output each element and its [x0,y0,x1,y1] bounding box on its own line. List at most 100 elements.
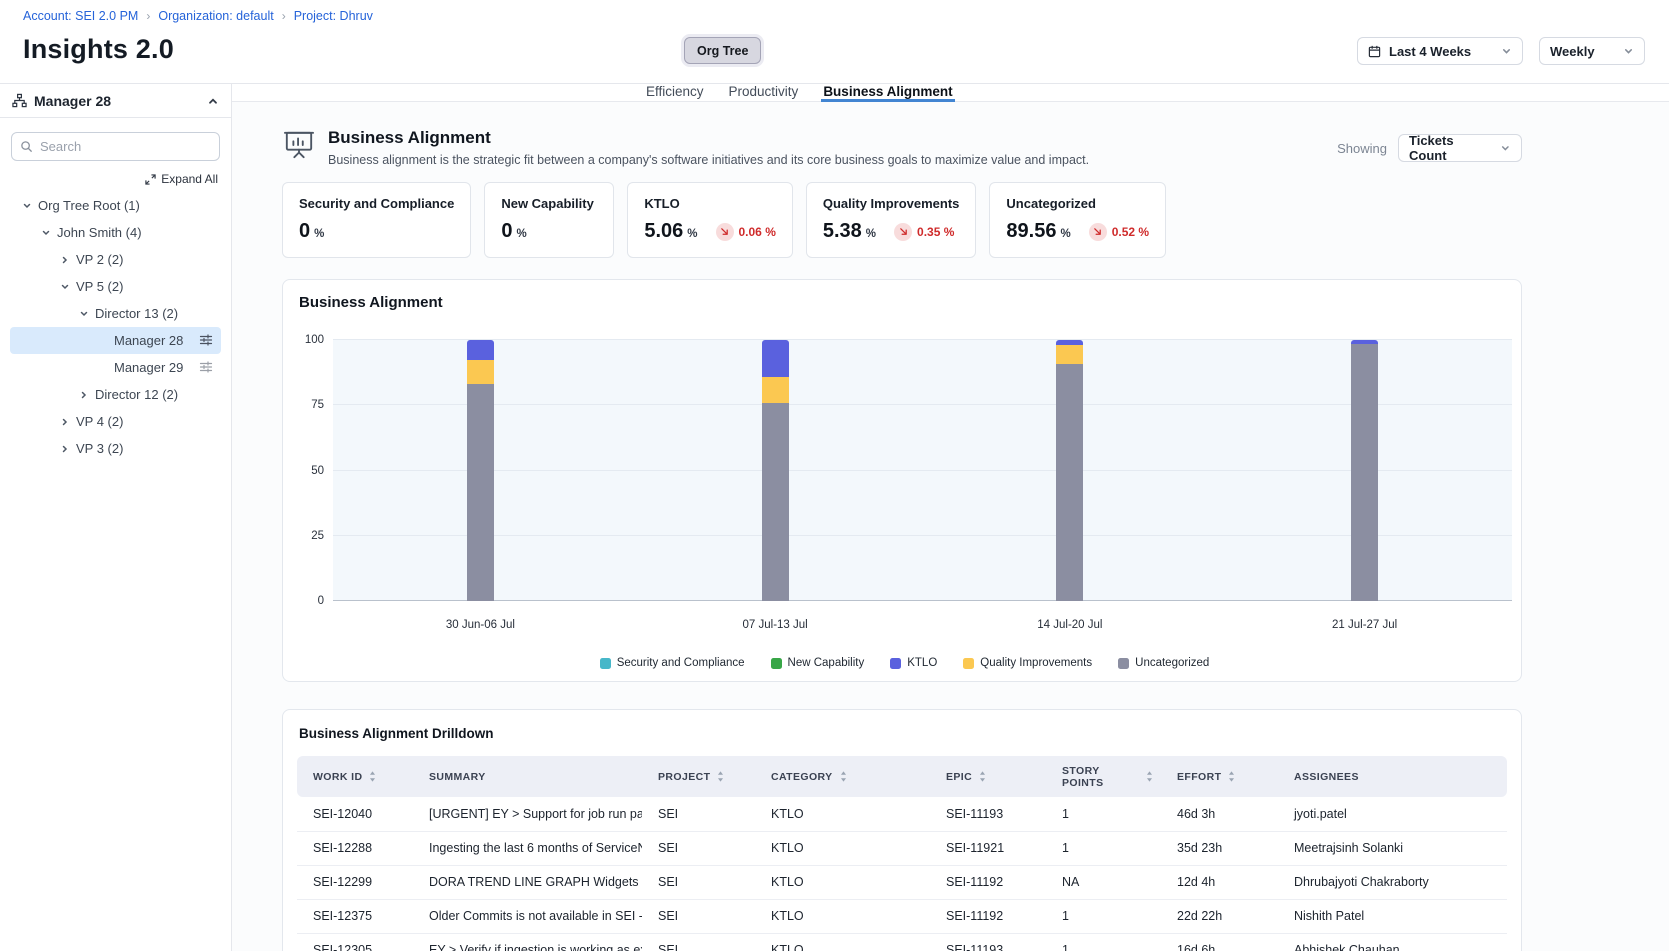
y-axis-tick-label: 75 [311,399,324,412]
date-range-select[interactable]: Last 4 Weeks [1357,37,1523,65]
kpi-card-delta: 0.35 % [894,222,955,241]
table-cell: jyoti.patel [1278,797,1507,832]
org-tree-node[interactable]: John Smith (4) [10,219,221,246]
expand-all-label: Expand All [161,172,218,186]
stacked-bar[interactable] [1056,340,1084,601]
table-cell: SEI-12040 [297,797,413,832]
stacked-bar[interactable] [761,340,789,601]
tab-productivity[interactable]: Productivity [728,84,799,99]
chart-title: Business Alignment [299,294,443,311]
sort-icon [718,771,724,782]
kpi-card: New Capability 0 % [484,182,615,258]
main-content: Efficiency Productivity Business Alignment… [232,84,1669,951]
breadcrumb-item: Account: SEI 2.0 PM › [23,9,150,23]
chevron-down-icon [42,230,50,235]
legend-label: Quality Improvements [980,657,1093,669]
legend-swatch-icon [770,657,782,669]
table-row[interactable]: SEI-12375 Older Commits is not available … [297,899,1507,934]
org-tree-node[interactable]: VP 2 (2) [10,246,221,273]
table-cell: SEI [642,933,755,951]
table-cell: 46d 3h [1161,797,1278,832]
legend-item[interactable]: KTLO [890,657,937,669]
legend-item[interactable]: Security and Compliance [599,657,745,669]
table-cell: SEI-11192 [930,899,1046,934]
table-column-header[interactable]: STORY POINTS [1046,756,1161,797]
table-row[interactable]: SEI-12288 Ingesting the last 6 months of … [297,831,1507,866]
date-range-value: Last 4 Weeks [1389,43,1472,59]
table-cell: SEI [642,831,755,866]
expand-all-button[interactable]: Expand All [145,172,218,186]
bar-segment [1351,340,1379,344]
chevron-down-icon [62,445,68,452]
sidebar-collapse-button[interactable] [207,95,219,107]
bar-segment [1056,340,1084,345]
chart-legend: Security and Compliance New Capability K… [297,657,1512,669]
table-cell: SEI-11193 [930,933,1046,951]
kpi-card-delta-value: 0.52 % [1111,224,1150,239]
bar-segment [466,384,494,601]
kpi-card-title: New Capability [501,196,594,211]
kpi-card-value: 5.06 [644,220,684,242]
org-tree-node[interactable]: Manager 29 [10,354,221,381]
table-column-header[interactable]: EFFORT [1161,756,1278,797]
org-tree-node[interactable]: VP 4 (2) [10,408,221,435]
legend-swatch-icon [1118,657,1130,669]
kpi-card-delta-value: 0.35 % [917,224,955,239]
table-row[interactable]: SEI-12040 [URGENT] EY > Support for job r… [297,797,1507,832]
table-header-row: WORK ID SUMMARY PROJECT CATEGORY EPIC ST… [297,756,1507,797]
metric-value: Tickets Count [1409,133,1454,163]
legend-item[interactable]: New Capability [770,657,864,669]
stacked-bar[interactable] [466,340,494,601]
org-tree-node[interactable]: Manager 28 [10,327,221,354]
table-column-label: STORY POINTS [1062,764,1104,789]
table-column-label: PROJECT [658,770,711,783]
legend-item[interactable]: Quality Improvements [963,657,1092,669]
table-column-header[interactable]: EPIC [930,756,1046,797]
stacked-bar[interactable] [1351,340,1379,601]
org-tree-node-label: Manager 29 [114,360,184,375]
table-column-header[interactable]: WORK ID [297,756,413,797]
kpi-card-value: 0 [299,220,311,242]
table-column-header[interactable]: PROJECT [642,756,755,797]
org-tree-node-label: VP 2 (2) [76,252,124,267]
legend-item[interactable]: Uncategorized [1118,657,1209,669]
table-cell: DORA TREND LINE GRAPH Widgets is n... [413,865,642,900]
table-column-header[interactable]: CATEGORY [755,756,930,797]
bar-segment [1056,344,1084,365]
org-tree-node[interactable]: Director 13 (2) [10,300,221,327]
kpi-card: Security and Compliance 0 % [282,182,472,258]
breadcrumb-link[interactable]: Organization: default [158,9,274,23]
breadcrumb-link[interactable]: Project: Dhruv [293,9,373,23]
org-tree-node-label: Director 13 (2) [95,306,179,321]
metric-select[interactable]: Tickets Count [1398,133,1522,163]
table-row[interactable]: SEI-12305 EY > Verify if ingestion is wor… [297,933,1507,951]
org-tree-node[interactable]: VP 5 (2) [10,273,221,300]
org-tree-button[interactable]: Org Tree [684,37,762,64]
drilldown-panel: Business Alignment Drilldown WORK ID SUM… [282,709,1522,951]
org-tree-node[interactable]: Org Tree Root (1) [10,192,221,219]
tab-efficiency[interactable]: Efficiency [646,84,704,99]
table-cell: 1 [1046,933,1161,951]
table-cell: 1 [1046,831,1161,866]
filter-sliders-icon[interactable] [199,360,213,377]
org-tree-node[interactable]: Director 12 (2) [10,381,221,408]
expand-icon [145,173,156,185]
granularity-select[interactable]: Weekly [1539,37,1645,65]
table-cell: KTLO [755,933,930,951]
bar-segment [1056,364,1084,601]
breadcrumb-link[interactable]: Account: SEI 2.0 PM [23,9,139,23]
org-tree-node[interactable]: VP 3 (2) [10,435,221,462]
table-cell: 12d 4h [1161,865,1278,900]
table-cell: SEI [642,797,755,832]
search-icon [21,141,33,153]
legend-label: Uncategorized [1135,657,1210,669]
filter-sliders-icon[interactable] [199,333,213,350]
org-tree-node-label: John Smith (4) [57,225,142,240]
kpi-card-title: KTLO [644,196,680,211]
kpi-card-delta: 0.52 % [1088,222,1150,241]
table-cell: NA [1046,865,1161,900]
search-input[interactable] [11,132,220,161]
org-tree-node-label: Director 12 (2) [95,387,179,402]
tab-business-alignment[interactable]: Business Alignment [821,84,955,102]
